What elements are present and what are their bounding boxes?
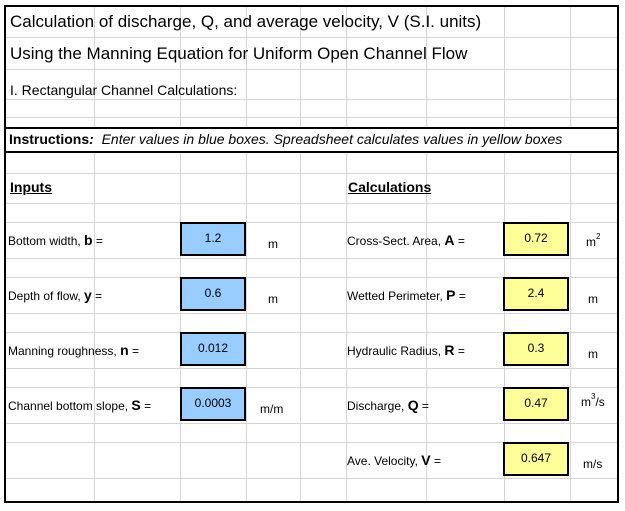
instructions: Instructions: Enter values in blue boxes… (9, 131, 562, 147)
grid-line (6, 117, 617, 118)
grid-line (426, 7, 427, 501)
grid-line (6, 442, 617, 443)
bottom-width-unit: m (268, 237, 278, 251)
velocity-output: 0.647 (503, 442, 569, 476)
page-title: Calculation of discharge, Q, and average… (10, 12, 482, 31)
channel-slope-input[interactable]: 0.0003 (180, 387, 246, 421)
depth-of-flow-input[interactable]: 0.6 (180, 277, 246, 311)
manning-roughness-label: Manning roughness, n = (8, 342, 139, 358)
bottom-width-label: Bottom width, b = (8, 232, 103, 248)
grid-line (6, 387, 617, 388)
grid-line (6, 258, 617, 259)
grid-line (570, 7, 571, 501)
section-title: I. Rectangular Channel Calculations: (10, 82, 238, 98)
grid-line (6, 173, 617, 174)
grid-line (6, 69, 617, 70)
area-output: 0.72 (503, 222, 569, 256)
bottom-width-input[interactable]: 1.2 (180, 222, 246, 256)
instructions-lead: Instructions (9, 131, 90, 147)
grid-line (6, 37, 617, 38)
hydraulic-radius-label: Hydraulic Radius, R = (347, 342, 465, 358)
grid-line (246, 7, 247, 501)
area-unit: m2 (586, 232, 601, 249)
wetted-perimeter-output: 2.4 (503, 277, 569, 311)
discharge-unit: m3/s (581, 392, 605, 409)
velocity-unit: m/s (583, 457, 603, 471)
depth-of-flow-label: Depth of flow, y = (8, 287, 103, 303)
channel-slope-label: Channel bottom slope, S = (8, 397, 152, 413)
grid-line (6, 222, 617, 223)
wetted-perimeter-label: Wetted Perimeter, P = (347, 287, 466, 303)
grid-line (94, 7, 95, 501)
grid-line (300, 7, 301, 501)
discharge-output: 0.47 (503, 387, 569, 421)
grid-line (6, 203, 617, 204)
manning-roughness-input[interactable]: 0.012 (180, 332, 246, 366)
wetted-perimeter-unit: m (588, 292, 598, 306)
instructions-text: Enter values in blue boxes. Spreadsheet … (101, 131, 563, 147)
grid-line (6, 368, 617, 369)
grid-line (6, 423, 617, 424)
depth-of-flow-unit: m (268, 292, 278, 306)
calculations-heading: Calculations (348, 179, 432, 195)
hydraulic-radius-unit: m (588, 347, 598, 361)
grid-line (6, 313, 617, 314)
hydraulic-radius-output: 0.3 (503, 332, 569, 366)
grid-line (6, 99, 617, 100)
velocity-label: Ave. Velocity, V = (347, 452, 441, 468)
grid-line (6, 277, 617, 278)
instructions-band: Instructions: Enter values in blue boxes… (6, 127, 617, 153)
area-label: Cross-Sect. Area, A = (347, 232, 465, 248)
instructions-colon: : (89, 131, 94, 147)
spreadsheet: Calculation of discharge, Q, and average… (4, 5, 619, 503)
grid-line (6, 478, 617, 479)
page-subtitle: Using the Manning Equation for Uniform O… (10, 44, 468, 63)
inputs-heading: Inputs (10, 179, 52, 195)
grid-line (346, 7, 347, 501)
grid-line (6, 332, 617, 333)
discharge-label: Discharge, Q = (347, 397, 429, 413)
channel-slope-unit: m/m (260, 402, 284, 416)
